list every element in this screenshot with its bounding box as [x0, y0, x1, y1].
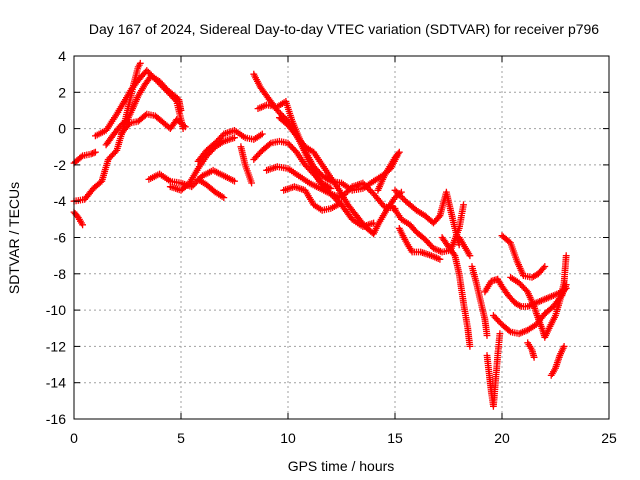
y-tick-label: -12 [46, 338, 66, 354]
y-tick-label: 2 [58, 84, 66, 100]
data-point [391, 186, 399, 194]
satellite-track [483, 330, 504, 410]
y-tick-label: -8 [54, 266, 67, 282]
x-tick-label: 25 [601, 430, 617, 446]
data-point [540, 264, 547, 272]
y-tick-label: -4 [54, 193, 67, 209]
data-point [92, 148, 99, 156]
data-point [460, 201, 467, 209]
satellite-track [280, 183, 345, 214]
data-point [333, 196, 341, 204]
satellite-track [468, 263, 491, 339]
y-tick-label: -6 [54, 230, 67, 246]
grid [74, 56, 609, 419]
data-point [530, 353, 538, 361]
x-tick-label: 15 [387, 430, 403, 446]
y-axis-label: SDTVAR / TECUs [6, 182, 22, 294]
data-point [367, 187, 374, 195]
data-point [505, 327, 513, 335]
x-tick-label: 20 [494, 430, 510, 446]
y-tick-label: 4 [58, 48, 66, 64]
satellite-track [547, 343, 568, 379]
satellite-track [70, 148, 99, 167]
data-point [395, 148, 403, 156]
data-point [248, 179, 255, 187]
chart-title: Day 167 of 2024, Sidereal Day-to-day VTE… [89, 21, 599, 37]
data-point [327, 190, 335, 198]
satellite-track [276, 114, 405, 238]
x-tick-label: 10 [280, 430, 296, 446]
data-points [70, 59, 570, 410]
satellite-track [438, 234, 474, 350]
data-point [342, 189, 350, 197]
data-point [144, 68, 152, 76]
x-tick-label: 5 [177, 430, 185, 446]
satellite-track [102, 72, 185, 149]
data-point [112, 148, 119, 156]
data-point [141, 111, 149, 119]
satellite-track [194, 127, 266, 165]
axis-ticks: 0 5 10 15 20 25 -16 -14 -12 -10 -8 -6 -4 -2 0 2 4 [46, 48, 617, 446]
y-tick-label: -14 [46, 375, 66, 391]
data-point [180, 122, 188, 129]
data-point [562, 252, 570, 260]
data-point [231, 134, 238, 142]
satellite-track [70, 59, 144, 205]
data-point [143, 67, 151, 74]
satellite-track [70, 208, 86, 229]
data-point [79, 221, 86, 229]
satellite-track [237, 143, 255, 187]
x-tick-label: 0 [70, 430, 78, 446]
data-point [188, 183, 196, 191]
data-point [338, 199, 345, 207]
data-point [541, 263, 549, 270]
data-point [396, 191, 403, 199]
data-point [436, 255, 444, 263]
data-point [332, 195, 339, 202]
data-point [393, 188, 400, 196]
data-point [397, 193, 405, 200]
satellite-track [145, 166, 238, 191]
satellite-track [194, 176, 228, 201]
y-tick-label: -10 [46, 302, 66, 318]
x-axis-label: GPS time / hours [288, 458, 395, 474]
satellite-track [374, 148, 403, 194]
y-tick-label: 0 [58, 121, 66, 137]
data-point [370, 219, 377, 227]
data-point [177, 107, 185, 114]
data-point [189, 181, 197, 189]
satellite-track [166, 134, 238, 194]
data-point [275, 108, 283, 116]
data-point [399, 194, 406, 202]
data-point [77, 153, 85, 161]
satellite-track [524, 339, 538, 361]
data-point [496, 330, 504, 338]
satellite-track [117, 110, 189, 138]
y-tick-label: -2 [54, 157, 67, 173]
data-point [328, 192, 336, 199]
satellite-track [507, 252, 570, 341]
data-point [466, 252, 474, 260]
satellite-track [455, 234, 474, 260]
data-point [466, 343, 474, 350]
data-point [394, 150, 402, 157]
satellite-track [395, 225, 444, 263]
data-point [181, 123, 189, 131]
data-point [220, 194, 228, 201]
satellite-track [498, 232, 549, 281]
data-point [483, 332, 491, 339]
data-point [136, 59, 144, 67]
satellite-track [391, 186, 463, 249]
data-point [258, 130, 266, 138]
data-point [231, 177, 238, 185]
data-point [330, 193, 338, 201]
data-point [450, 250, 458, 258]
data-point [560, 343, 568, 350]
y-tick-label: -16 [46, 411, 66, 427]
data-point [394, 190, 402, 197]
data-point [516, 302, 524, 309]
satellite-track [250, 137, 335, 192]
data-point [266, 140, 273, 148]
